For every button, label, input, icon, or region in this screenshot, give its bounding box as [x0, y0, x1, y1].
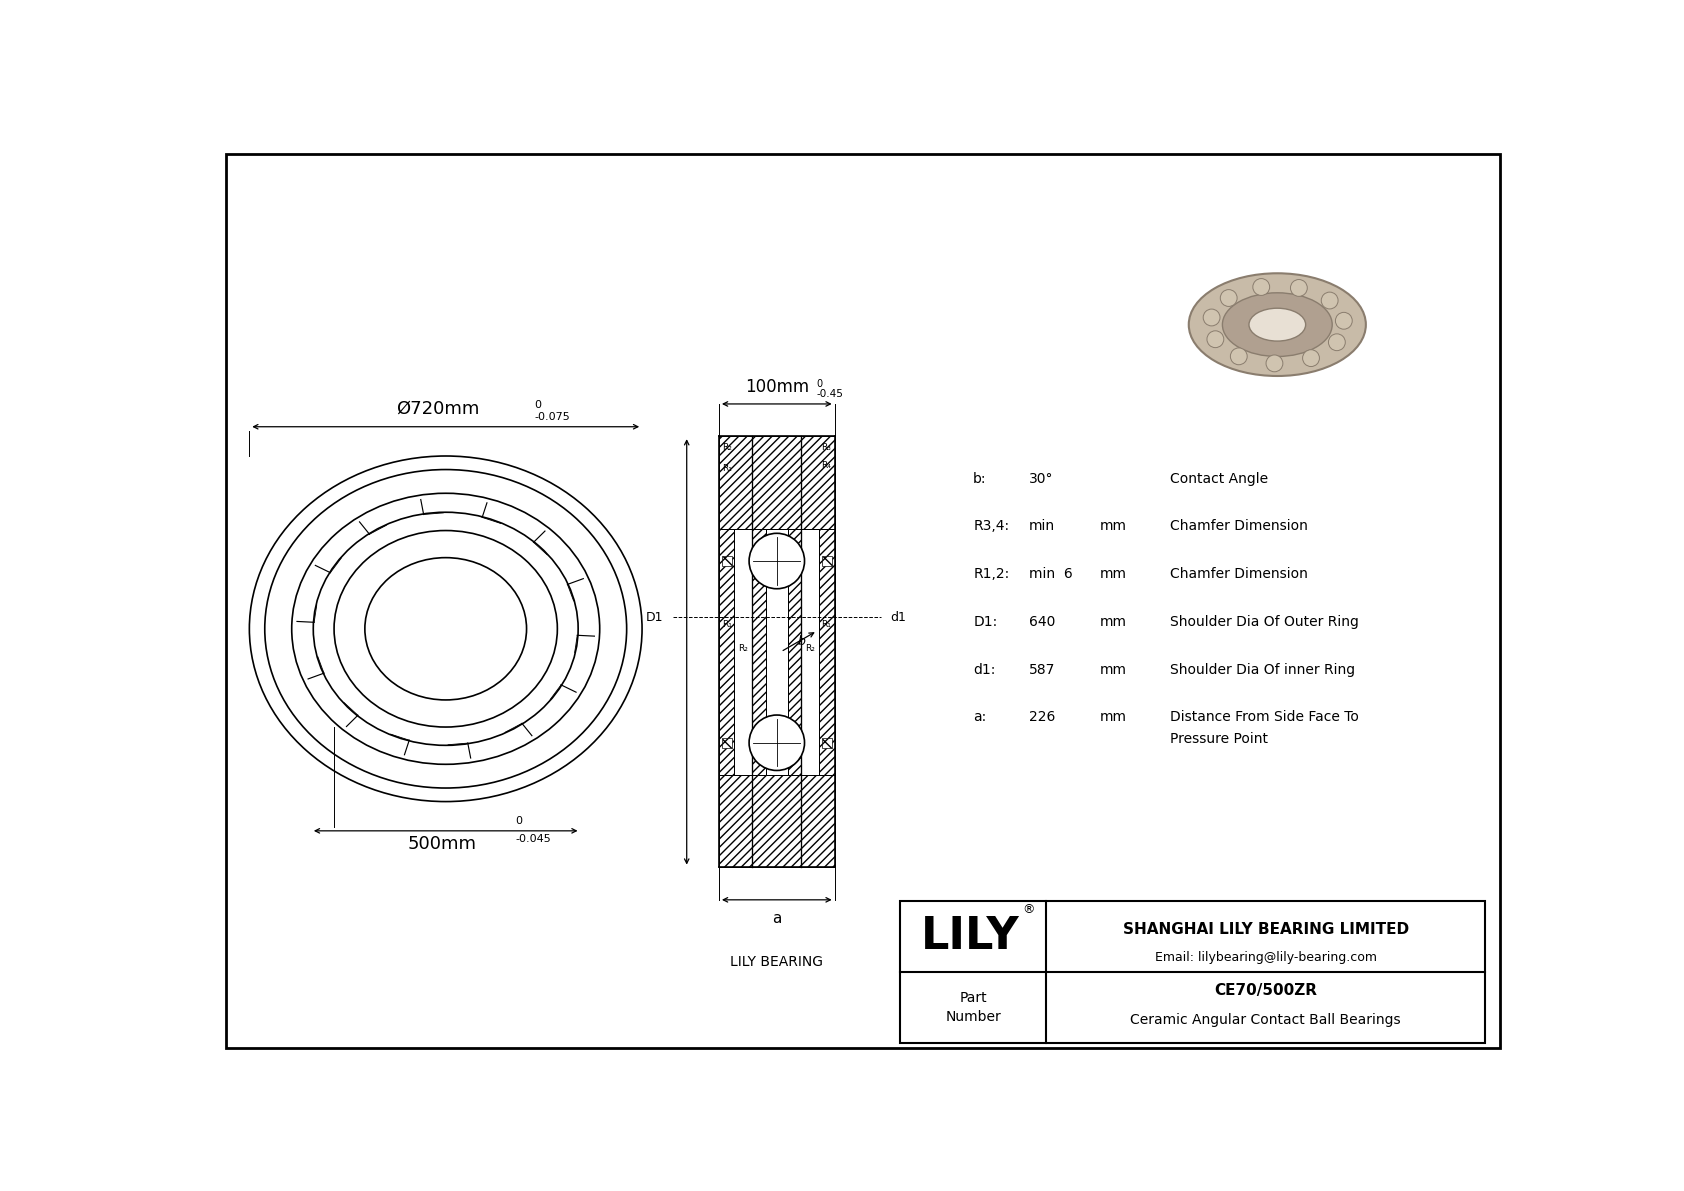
Text: R₁: R₁	[822, 621, 832, 629]
Text: CE70/500ZR: CE70/500ZR	[1214, 983, 1317, 998]
Circle shape	[749, 534, 805, 588]
Text: Chamfer Dimension: Chamfer Dimension	[1169, 567, 1307, 581]
Text: min  6: min 6	[1029, 567, 1073, 581]
Polygon shape	[719, 775, 835, 867]
Text: Ceramic Angular Contact Ball Bearings: Ceramic Angular Contact Ball Bearings	[1130, 1014, 1401, 1028]
Bar	[722, 737, 733, 748]
Text: -0.45: -0.45	[817, 388, 844, 399]
Text: 0: 0	[817, 379, 823, 388]
Text: a:: a:	[973, 710, 987, 724]
Bar	[899, 900, 1485, 1043]
Text: R₄: R₄	[822, 461, 832, 470]
Text: ®: ®	[1022, 903, 1036, 916]
Circle shape	[1221, 289, 1238, 306]
Ellipse shape	[1189, 273, 1366, 376]
Circle shape	[1231, 348, 1248, 364]
Text: R₁: R₁	[722, 464, 733, 473]
Text: b:: b:	[973, 472, 987, 486]
Text: 226: 226	[1029, 710, 1054, 724]
Polygon shape	[753, 775, 802, 867]
Text: R₂: R₂	[738, 643, 748, 653]
Circle shape	[1207, 331, 1224, 348]
Text: R₁: R₁	[722, 621, 733, 629]
Text: d1:: d1:	[973, 662, 995, 676]
Text: a: a	[773, 911, 781, 925]
Text: 0: 0	[534, 400, 541, 410]
Circle shape	[1322, 292, 1339, 308]
Text: min: min	[1029, 519, 1054, 534]
Text: 30°: 30°	[1029, 472, 1052, 486]
Text: Shoulder Dia Of inner Ring: Shoulder Dia Of inner Ring	[1169, 662, 1354, 676]
Text: mm: mm	[1100, 519, 1127, 534]
Bar	[822, 737, 832, 748]
Text: b: b	[798, 635, 805, 648]
Text: 500mm: 500mm	[408, 835, 477, 854]
Text: 640: 640	[1029, 615, 1054, 629]
Text: Email: lilybearing@lily-bearing.com: Email: lilybearing@lily-bearing.com	[1155, 952, 1378, 964]
Text: 100mm: 100mm	[744, 379, 808, 397]
Text: mm: mm	[1100, 710, 1127, 724]
Ellipse shape	[1223, 293, 1332, 356]
Text: Shoulder Dia Of Outer Ring: Shoulder Dia Of Outer Ring	[1169, 615, 1359, 629]
Polygon shape	[753, 436, 802, 529]
Text: -0.045: -0.045	[515, 834, 551, 844]
Text: R₂: R₂	[805, 643, 815, 653]
Ellipse shape	[1250, 308, 1305, 341]
Bar	[722, 556, 733, 566]
Polygon shape	[818, 529, 835, 775]
Text: LILY BEARING: LILY BEARING	[731, 955, 823, 969]
Text: 587: 587	[1029, 662, 1054, 676]
Text: R1,2:: R1,2:	[973, 567, 1009, 581]
Text: mm: mm	[1100, 567, 1127, 581]
Text: R3,4:: R3,4:	[973, 519, 1009, 534]
Polygon shape	[753, 529, 766, 775]
Text: Ø720mm: Ø720mm	[396, 399, 480, 418]
Text: LILY: LILY	[921, 915, 1019, 958]
Text: mm: mm	[1100, 662, 1127, 676]
Circle shape	[749, 715, 805, 771]
Text: 0: 0	[515, 816, 522, 827]
Text: -0.075: -0.075	[534, 412, 569, 422]
Text: d1: d1	[891, 611, 906, 624]
Text: Contact Angle: Contact Angle	[1169, 472, 1268, 486]
Circle shape	[1266, 355, 1283, 372]
Text: SHANGHAI LILY BEARING LIMITED: SHANGHAI LILY BEARING LIMITED	[1123, 922, 1410, 936]
Text: Pressure Point: Pressure Point	[1169, 732, 1268, 746]
Polygon shape	[788, 529, 802, 775]
Circle shape	[1202, 310, 1219, 326]
Text: R₃: R₃	[822, 443, 832, 453]
Bar	[822, 556, 832, 566]
Circle shape	[1335, 312, 1352, 329]
Text: R₂: R₂	[722, 443, 733, 453]
Text: D1: D1	[647, 611, 663, 624]
Circle shape	[1303, 350, 1320, 367]
Text: Distance From Side Face To: Distance From Side Face To	[1169, 710, 1359, 724]
Text: Part
Number: Part Number	[945, 991, 1000, 1023]
Polygon shape	[719, 529, 734, 775]
Polygon shape	[719, 436, 835, 529]
Text: D1:: D1:	[973, 615, 997, 629]
Circle shape	[1329, 333, 1346, 350]
Text: Chamfer Dimension: Chamfer Dimension	[1169, 519, 1307, 534]
Text: mm: mm	[1100, 615, 1127, 629]
Circle shape	[1290, 280, 1307, 297]
Circle shape	[1253, 279, 1270, 295]
